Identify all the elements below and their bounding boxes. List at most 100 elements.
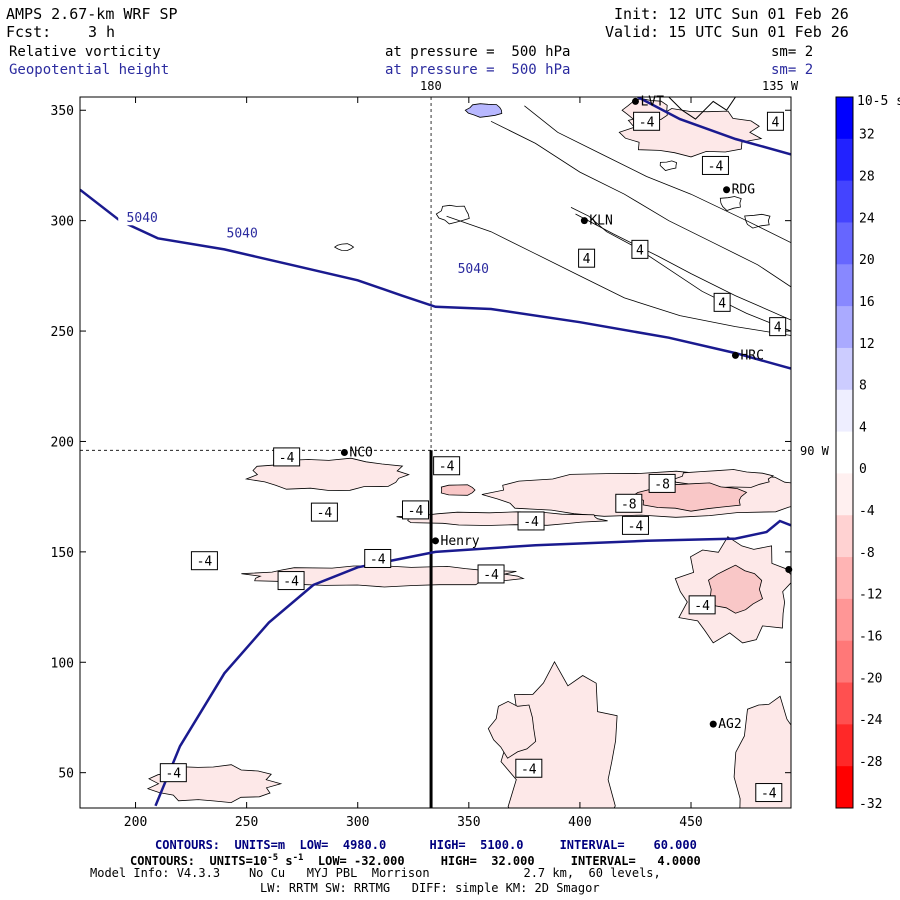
y-tick-label: 100 xyxy=(51,656,74,671)
vorticity-contours xyxy=(333,97,791,336)
vorticity-labels: -4 4 -4 4 4 4 4 -4 -4 -8 -8 -4 -4 -4 -4 -4 -4 -4 -4 -4 -4 -4 -… xyxy=(159,111,787,803)
field2-name: Geopotential height xyxy=(9,62,170,78)
field1-level: at pressure = 500 hPa xyxy=(385,44,571,60)
x-tick-label: 350 xyxy=(457,815,480,830)
vorticity-label: -4 xyxy=(761,787,777,802)
model-title: AMPS 2.67-km WRF SP xyxy=(6,5,178,23)
colorbar-tick-label: 0 xyxy=(859,462,867,477)
fcst-value: 3 h xyxy=(88,23,116,41)
init-time: Init: 12 UTC Sun 01 Feb 26 xyxy=(614,5,849,23)
small-contour xyxy=(719,196,742,211)
station-dot xyxy=(709,720,717,728)
colorbar-unit: 10-5 s-1 xyxy=(857,94,900,109)
y-tick-label: 300 xyxy=(51,215,74,230)
vorticity-label: -4 xyxy=(408,504,424,519)
station-label: NCO xyxy=(349,446,373,461)
strong-negative-region xyxy=(708,564,763,614)
vorticity-label: -4 xyxy=(523,515,539,530)
height-contour-line xyxy=(154,519,791,807)
station-dot xyxy=(432,537,439,545)
coastline xyxy=(668,97,736,120)
colorbar-segment xyxy=(836,389,853,433)
footer-units-sexp: -1 xyxy=(292,853,304,863)
colorbar-tick-label: 20 xyxy=(859,253,875,268)
field2-level: at pressure = 500 hPa xyxy=(385,62,571,78)
colorbar-tick-label: 12 xyxy=(859,337,875,352)
colorbar-segment xyxy=(836,640,853,684)
footer-vorticity-contours: CONTOURS: UNITS=10-5 s-1 LOW= -32.000 HI… xyxy=(130,852,701,868)
meridian-guides xyxy=(80,97,791,808)
stations: LVT RDG KLN HRC NCO Henry AG2 xyxy=(340,94,793,732)
vorticity-label: -4 xyxy=(370,552,386,567)
vorticity-label-box xyxy=(159,763,187,783)
station-dot xyxy=(340,449,348,456)
vorticity-label-box xyxy=(310,502,338,522)
y-tick-label: 50 xyxy=(58,767,74,782)
negative-vorticity-region xyxy=(244,457,410,491)
meridian-label-180: 180 xyxy=(420,79,442,93)
vorticity-label: -8 xyxy=(654,477,670,492)
vorticity-label: 4 xyxy=(583,252,591,267)
colorbar-tick-label: -12 xyxy=(859,588,882,603)
footer-units-exp: -5 xyxy=(267,853,279,863)
meridian-label-135w: 135 W xyxy=(762,79,799,93)
colorbar-tick-label: 28 xyxy=(859,169,875,184)
vorticity-label-box xyxy=(515,758,543,778)
colorbar-tick-label: -8 xyxy=(859,546,875,561)
x-tick-label: 400 xyxy=(568,815,591,830)
small-contour xyxy=(744,213,771,229)
height-contour-line xyxy=(637,97,791,156)
colorbar-segment xyxy=(836,138,853,182)
footer-units-a: CONTOURS: UNITS=10 xyxy=(130,854,268,868)
fcst-label: Fcst: xyxy=(6,23,52,41)
field2-smooth: sm= 2 xyxy=(771,62,814,78)
colorbar-segment xyxy=(836,431,853,474)
vorticity-label: -4 xyxy=(708,159,724,174)
positive-contour xyxy=(490,120,791,288)
footer-height-contours: CONTOURS: UNITS=m LOW= 4980.0 HIGH= 5100… xyxy=(155,838,697,852)
small-contour xyxy=(659,160,678,171)
colorbar-tick-label: 8 xyxy=(859,379,867,394)
colorbar-segment xyxy=(836,97,853,140)
colorbar: 32 28 24 20 16 12 8 4 0 -4 -8 -12 -16 -20 -24 -28 -32 10-… xyxy=(835,94,900,812)
colorbar-segment xyxy=(836,222,853,265)
colorbar-segment xyxy=(836,306,853,349)
negative-vorticity-region xyxy=(733,695,791,808)
height-label: 5040 xyxy=(458,262,489,277)
vorticity-label: -4 xyxy=(165,767,181,782)
strong-negative-region xyxy=(440,484,476,496)
footer-units-rest: LOW= -32.000 HIGH= 32.000 INTERVAL= 4.00… xyxy=(303,854,701,868)
colorbar-tick-label: -4 xyxy=(859,504,875,519)
vorticity-label: -4 xyxy=(483,568,499,583)
station-label: KLN xyxy=(589,214,612,229)
vorticity-label-box xyxy=(755,783,783,803)
vorticity-label: 4 xyxy=(772,115,780,130)
station-label: HRC xyxy=(740,348,763,363)
negative-vorticity-region xyxy=(487,700,537,759)
vorticity-label-box xyxy=(517,511,545,531)
colorbar-tick-label: -16 xyxy=(859,630,882,645)
vorticity-label-box xyxy=(402,500,430,520)
x-tick-label: 450 xyxy=(679,815,702,830)
colorbar-tick-label: -28 xyxy=(859,755,882,770)
height-labels: 5040 5040 5040 xyxy=(118,205,498,277)
vorticity-label: -4 xyxy=(439,460,455,475)
footer-physics: LW: RRTM SW: RRTMG DIFF: simple KM: 2D S… xyxy=(260,881,600,895)
colorbar-tick-label: 4 xyxy=(859,420,867,435)
vorticity-label-box xyxy=(713,292,731,312)
small-contour xyxy=(333,243,355,251)
x-tick-label: 200 xyxy=(124,815,147,830)
positive-vorticity-region xyxy=(464,103,503,118)
colorbar-segment xyxy=(836,473,853,516)
vorticity-label-box xyxy=(273,447,301,467)
vorticity-label: 4 xyxy=(636,243,644,258)
colorbar-segment xyxy=(836,682,853,725)
vorticity-label: -4 xyxy=(279,451,295,466)
field1-name: Relative vorticity xyxy=(9,44,161,60)
station-label: RDG xyxy=(732,183,756,198)
x-tick-label: 300 xyxy=(346,815,369,830)
colorbar-tick-label: 16 xyxy=(859,295,875,310)
vorticity-label: -4 xyxy=(317,506,333,521)
height-contours xyxy=(80,97,791,807)
